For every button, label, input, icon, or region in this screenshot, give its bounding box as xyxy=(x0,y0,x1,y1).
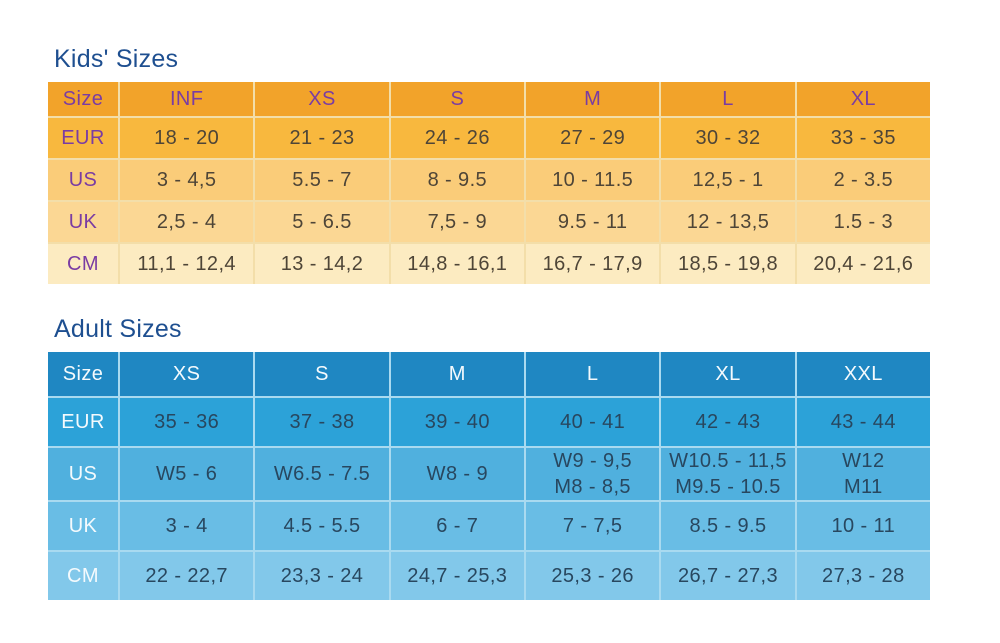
header-cell-s: S xyxy=(255,352,389,396)
header-cell-xxl: XXL xyxy=(796,352,930,396)
data-cell: 8 - 9.5 xyxy=(390,160,524,200)
table-row-cm: CM 22 - 22,7 23,3 - 24 24,7 - 25,3 25,3 - 26… xyxy=(48,552,930,600)
data-cell: 37 - 38 xyxy=(255,398,389,446)
data-cell: 3 - 4,5 xyxy=(120,160,254,200)
data-cell: 18 - 20 xyxy=(120,118,254,158)
data-cell: 12 - 13,5 xyxy=(661,202,795,242)
data-cell: 5.5 - 7 xyxy=(255,160,389,200)
data-cell: 3 - 4 xyxy=(120,502,254,550)
table-row-us: US W5 - 6 W6.5 - 7.5 W8 - 9 W9 - 9,5 M8 - 8,5… xyxy=(48,448,930,500)
row-label-cell: EUR xyxy=(48,118,118,158)
data-cell: 20,4 - 21,6 xyxy=(796,244,930,284)
kids-sizes-title: Kids' Sizes xyxy=(54,45,179,73)
adult-sizes-table-wrap: Size XS S M L XL XXL EUR 35 - 36 37 - 38 39 - 40 40… xyxy=(48,352,930,600)
data-cell: W6.5 - 7.5 xyxy=(255,448,389,500)
adult-sizes-section: Adult Sizes Size XS S M L XL XXL EUR 35 - 36 37 -… xyxy=(48,314,1000,600)
header-cell-xl: XL xyxy=(661,352,795,396)
data-cell: 2,5 - 4 xyxy=(120,202,254,242)
data-cell: 39 - 40 xyxy=(390,398,524,446)
data-cell: 7 - 7,5 xyxy=(525,502,660,550)
data-cell: W5 - 6 xyxy=(120,448,254,500)
header-cell-m: M xyxy=(525,82,660,116)
data-cell: 11,1 - 12,4 xyxy=(120,244,254,284)
header-cell-xs: XS xyxy=(255,82,389,116)
data-cell: 5 - 6.5 xyxy=(255,202,389,242)
data-cell: 22 - 22,7 xyxy=(120,552,254,600)
data-cell: 4.5 - 5.5 xyxy=(255,502,389,550)
size-header-cell: Size xyxy=(48,82,118,116)
data-cell: 43 - 44 xyxy=(796,398,930,446)
data-cell: 26,7 - 27,3 xyxy=(661,552,795,600)
data-cell: 33 - 35 xyxy=(796,118,930,158)
header-cell-s: S xyxy=(390,82,524,116)
row-label-cell: UK xyxy=(48,502,118,550)
data-cell: 12,5 - 1 xyxy=(661,160,795,200)
data-cell: 13 - 14,2 xyxy=(255,244,389,284)
header-row: Size XS S M L XL XXL xyxy=(48,352,930,396)
header-cell-inf: INF xyxy=(120,82,254,116)
data-cell: 10 - 11 xyxy=(796,502,930,550)
table-row-eur: EUR 18 - 20 21 - 23 24 - 26 27 - 29 30 - 32 33… xyxy=(48,118,930,158)
row-label-cell: US xyxy=(48,448,118,500)
row-label-cell: UK xyxy=(48,202,118,242)
data-cell: 25,3 - 26 xyxy=(525,552,660,600)
header-cell-l: L xyxy=(525,352,660,396)
data-cell: 18,5 - 19,8 xyxy=(661,244,795,284)
data-cell: 9.5 - 11 xyxy=(525,202,660,242)
header-cell-xs: XS xyxy=(120,352,254,396)
row-label-cell: CM xyxy=(48,244,118,284)
kids-sizes-table-wrap: Size INF XS S M L XL EUR 18 - 20 21 - 23 24 - 26 27… xyxy=(48,82,930,284)
data-cell: W8 - 9 xyxy=(390,448,524,500)
kids-sizes-table: Size INF XS S M L XL EUR 18 - 20 21 - 23 24 - 26 27… xyxy=(48,82,930,284)
table-row-cm: CM 11,1 - 12,4 13 - 14,2 14,8 - 16,1 16,7 - … xyxy=(48,244,930,284)
adult-sizes-title: Adult Sizes xyxy=(54,315,182,343)
size-header-cell: Size xyxy=(48,352,118,396)
data-cell: 42 - 43 xyxy=(661,398,795,446)
data-cell: 8.5 - 9.5 xyxy=(661,502,795,550)
adult-sizes-table: Size XS S M L XL XXL EUR 35 - 36 37 - 38 39 - 40 40… xyxy=(48,352,930,600)
size-chart-page: Kids' Sizes Size INF XS S M L XL EUR 18 - 20 21 -… xyxy=(48,44,1000,600)
data-cell: 35 - 36 xyxy=(120,398,254,446)
data-cell: 27,3 - 28 xyxy=(796,552,930,600)
header-cell-l: L xyxy=(661,82,795,116)
header-cell-xl: XL xyxy=(796,82,930,116)
data-cell: 21 - 23 xyxy=(255,118,389,158)
row-label-cell: CM xyxy=(48,552,118,600)
data-cell: 14,8 - 16,1 xyxy=(390,244,524,284)
header-row: Size INF XS S M L XL xyxy=(48,82,930,116)
data-cell: 40 - 41 xyxy=(525,398,660,446)
data-cell: 16,7 - 17,9 xyxy=(525,244,660,284)
data-cell: 24,7 - 25,3 xyxy=(390,552,524,600)
data-cell: 24 - 26 xyxy=(390,118,524,158)
data-cell: 10 - 11.5 xyxy=(525,160,660,200)
data-cell: W9 - 9,5 M8 - 8,5 xyxy=(525,448,660,500)
data-cell: 1.5 - 3 xyxy=(796,202,930,242)
row-label-cell: EUR xyxy=(48,398,118,446)
data-cell: 23,3 - 24 xyxy=(255,552,389,600)
data-cell: W10.5 - 11,5 M9.5 - 10.5 xyxy=(661,448,795,500)
kids-sizes-section: Kids' Sizes Size INF XS S M L XL EUR 18 - 20 21 -… xyxy=(48,44,1000,284)
header-cell-m: M xyxy=(390,352,524,396)
data-cell: 6 - 7 xyxy=(390,502,524,550)
data-cell: 2 - 3.5 xyxy=(796,160,930,200)
row-label-cell: US xyxy=(48,160,118,200)
data-cell: W12 M11 xyxy=(796,448,930,500)
data-cell: 30 - 32 xyxy=(661,118,795,158)
data-cell: 27 - 29 xyxy=(525,118,660,158)
data-cell: 7,5 - 9 xyxy=(390,202,524,242)
table-row-eur: EUR 35 - 36 37 - 38 39 - 40 40 - 41 42 - 43 43… xyxy=(48,398,930,446)
